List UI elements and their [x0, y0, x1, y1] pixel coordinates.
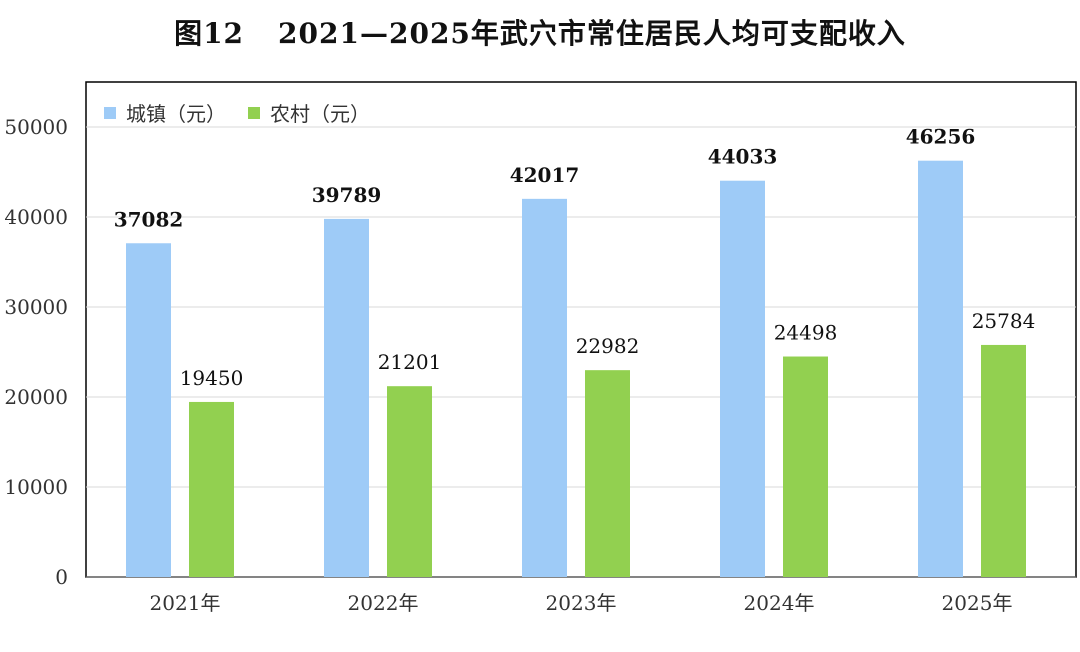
bar-rural: [783, 356, 828, 577]
data-label-urban: 42017: [510, 163, 580, 187]
bar-rural: [981, 344, 1026, 577]
figure-number: 图12: [174, 17, 245, 50]
x-tick-label: 2023年: [546, 591, 617, 615]
legend-item-rural: 农村（元）: [248, 98, 370, 127]
legend-label-urban: 城镇（元）: [126, 102, 226, 126]
y-tick-label: 50000: [4, 115, 68, 139]
bar-urban: [126, 243, 171, 577]
x-tick-label: 2021年: [150, 591, 221, 615]
y-tick-label: 20000: [4, 385, 68, 409]
data-label-urban: 44033: [708, 145, 778, 169]
legend-item-urban: 城镇（元）: [104, 98, 226, 127]
bar-urban: [918, 160, 963, 578]
bar-urban: [522, 198, 567, 578]
y-tick-label: 30000: [4, 295, 68, 319]
legend-swatch-rural: [248, 106, 260, 119]
legend-label-rural: 农村（元）: [270, 102, 370, 126]
data-label-urban: 46256: [906, 125, 976, 149]
data-label-rural: 24498: [774, 321, 838, 345]
bar-rural: [585, 370, 630, 577]
y-tick-label: 0: [55, 565, 68, 589]
x-tick-label: 2025年: [942, 591, 1013, 615]
data-label-rural: 19450: [180, 366, 244, 390]
chart-legend: 城镇（元） 农村（元）: [104, 98, 392, 127]
bar-urban: [324, 218, 369, 578]
bar-urban: [720, 180, 765, 577]
chart-title: 图12 2021—2025年武穴市常住居民人均可支配收入: [0, 12, 1080, 52]
data-label-urban: 39789: [312, 183, 382, 207]
bar-rural: [387, 386, 432, 577]
bar-rural: [189, 401, 234, 577]
data-label-rural: 22982: [576, 334, 640, 358]
y-tick-label: 40000: [4, 205, 68, 229]
legend-swatch-urban: [104, 106, 116, 119]
x-tick-label: 2024年: [744, 591, 815, 615]
data-label-urban: 37082: [114, 207, 184, 231]
chart-title-text: 2021—2025年武穴市常住居民人均可支配收入: [278, 17, 906, 50]
data-label-rural: 21201: [378, 350, 442, 374]
data-label-rural: 25784: [972, 309, 1036, 333]
x-tick-label: 2022年: [348, 591, 419, 615]
y-tick-label: 10000: [4, 475, 68, 499]
